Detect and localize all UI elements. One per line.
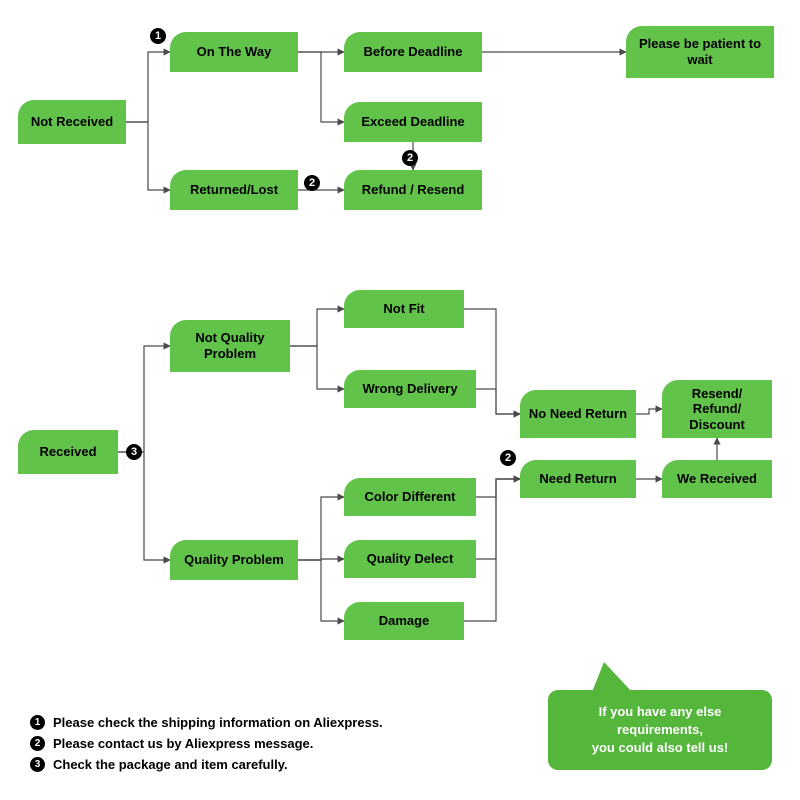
connector	[126, 52, 170, 122]
footnotes: 1 Please check the shipping information …	[30, 709, 383, 778]
connector	[476, 479, 520, 559]
connector	[290, 309, 344, 346]
flow-node-q-problem: Quality Problem	[170, 540, 298, 580]
flow-node-no-need-return: No Need Return	[520, 390, 636, 438]
footnote-num-icon: 1	[30, 715, 45, 730]
connector	[636, 409, 662, 414]
flow-node-refund-resend: Refund / Resend	[344, 170, 482, 210]
footnote-row: 2 Please contact us by Aliexpress messag…	[30, 736, 383, 751]
number-badge-icon: 2	[402, 150, 418, 166]
footnote-text: Please check the shipping information on…	[53, 715, 383, 730]
flow-node-we-received: We Received	[662, 460, 772, 498]
speech-bubble-body: If you have any else requirements,you co…	[548, 690, 772, 770]
flow-node-need-return: Need Return	[520, 460, 636, 498]
flow-node-before-deadline: Before Deadline	[344, 32, 482, 72]
footnote-text: Check the package and item carefully.	[53, 757, 288, 772]
connector	[298, 52, 344, 122]
flow-node-returned-lost: Returned/Lost	[170, 170, 298, 210]
connector	[126, 122, 170, 190]
flow-node-on-the-way: On The Way	[170, 32, 298, 72]
flow-node-received: Received	[18, 430, 118, 474]
flow-node-please-wait: Please be patient to wait	[626, 26, 774, 78]
connector	[476, 389, 520, 414]
number-badge-icon: 2	[304, 175, 320, 191]
flow-node-exceed-deadline: Exceed Deadline	[344, 102, 482, 142]
connector	[476, 479, 520, 497]
connector	[298, 560, 344, 621]
speech-bubble-tail-icon	[592, 662, 632, 692]
number-badge-icon: 2	[500, 450, 516, 466]
footnote-row: 1 Please check the shipping information …	[30, 715, 383, 730]
flow-node-wrong-delivery: Wrong Delivery	[344, 370, 476, 408]
connector	[118, 346, 170, 452]
flow-node-resend-refund-discount: Resend/ Refund/ Discount	[662, 380, 772, 438]
connector	[290, 346, 344, 389]
footnote-num-icon: 2	[30, 736, 45, 751]
footnote-num-icon: 3	[30, 757, 45, 772]
number-badge-icon: 1	[150, 28, 166, 44]
footnote-row: 3 Check the package and item carefully.	[30, 757, 383, 772]
flow-node-damage: Damage	[344, 602, 464, 640]
flow-node-not-received: Not Received	[18, 100, 126, 144]
connector	[298, 497, 344, 560]
connector	[298, 559, 344, 560]
flowchart-stage: { "colors": { "node_fill": "#62c34a", "n…	[0, 0, 800, 800]
flow-node-quality-delect: Quality Delect	[344, 540, 476, 578]
flow-node-not-fit: Not Fit	[344, 290, 464, 328]
flow-node-color-diff: Color Different	[344, 478, 476, 516]
flow-node-not-q-problem: Not Quality Problem	[170, 320, 290, 372]
footnote-text: Please contact us by Aliexpress message.	[53, 736, 313, 751]
number-badge-icon: 3	[126, 444, 142, 460]
connector	[118, 452, 170, 560]
